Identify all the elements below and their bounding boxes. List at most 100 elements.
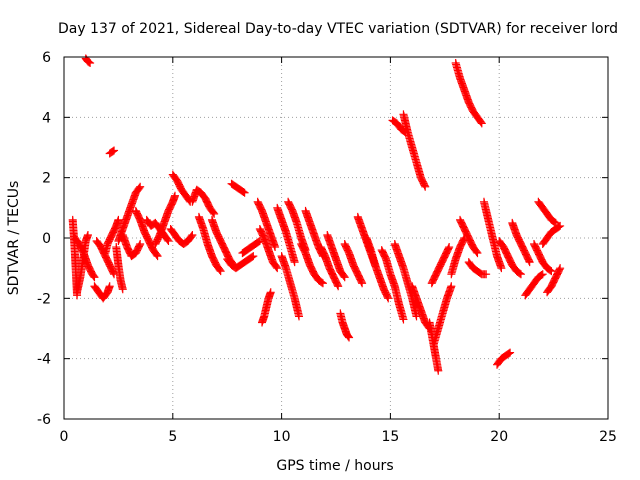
x-tick-label: 15 (381, 429, 399, 445)
data-point (384, 294, 393, 303)
data-point (515, 269, 524, 278)
series-segment-s5 (90, 282, 114, 303)
data-point (556, 264, 565, 273)
series-segment-s29 (297, 240, 327, 288)
data-point (516, 270, 525, 279)
series-segment-s47 (456, 215, 482, 258)
data-point (357, 277, 366, 286)
series-segment-s43 (427, 243, 454, 288)
series-segment-s9 (112, 243, 127, 294)
y-tick-label: 0 (42, 231, 51, 247)
data-point (118, 285, 127, 294)
series-segment-s52 (508, 218, 534, 267)
series-segment-s40 (390, 240, 421, 321)
data-point (89, 271, 98, 280)
series-segment-s23 (253, 197, 280, 252)
series-segment-s7 (105, 146, 119, 158)
x-tick-label: 5 (168, 429, 177, 445)
axis-ticks (63, 56, 609, 420)
x-tick-label: 0 (60, 429, 69, 445)
data-point (482, 270, 491, 279)
series-segment-s56 (538, 221, 565, 249)
data-point (273, 264, 282, 273)
series-segment-s34 (340, 240, 367, 288)
data-point (445, 243, 454, 252)
data-point (318, 279, 327, 288)
data-point (135, 241, 144, 250)
x-tick-label: 20 (490, 429, 508, 445)
data-point (136, 182, 145, 191)
data-point (504, 349, 513, 358)
data-point (477, 119, 486, 128)
series-segment-s44 (429, 282, 456, 348)
data-point (343, 331, 352, 340)
data-point (358, 279, 367, 288)
series-segment-s41 (408, 282, 434, 333)
data-point (383, 293, 392, 302)
data-point (188, 230, 197, 239)
data-point (164, 237, 173, 246)
series-segment-s32 (323, 230, 349, 282)
data-point (152, 250, 161, 259)
series-segment-s53 (521, 270, 547, 300)
data-point (187, 232, 196, 241)
y-tick-label: 4 (42, 110, 51, 126)
data-point (266, 288, 275, 297)
data-point (546, 266, 555, 275)
series-segment-s36 (362, 234, 393, 303)
series-segment-s54 (530, 240, 556, 276)
series-segment-s33 (336, 309, 354, 342)
data-point (271, 243, 280, 252)
series-segment-s20 (227, 179, 249, 197)
data-point (550, 218, 559, 227)
data-point (434, 366, 443, 375)
series-segment-s16 (166, 224, 197, 249)
series-segment-s12 (131, 206, 162, 261)
data-point (110, 146, 119, 155)
data-point (83, 230, 92, 239)
data-point (556, 221, 565, 230)
data-point (444, 244, 453, 253)
data-point (136, 240, 145, 249)
data-point (170, 191, 179, 200)
data-point (254, 237, 263, 246)
data-point (340, 273, 349, 282)
data-point (345, 333, 354, 342)
data-point (153, 252, 162, 261)
data-point (107, 148, 116, 157)
series-segment-s51 (495, 237, 525, 279)
x-tick-label: 25 (599, 429, 617, 445)
data-point (525, 256, 534, 265)
data-point (525, 258, 534, 267)
data-point (105, 282, 114, 291)
series-segment-s8 (101, 215, 123, 258)
series-segment-s11 (118, 230, 145, 261)
series-segment-s22 (238, 237, 264, 258)
data-point (89, 272, 98, 281)
data-point (209, 208, 218, 217)
data-point (290, 258, 299, 267)
data-point (317, 278, 326, 287)
series-segment-s48 (464, 258, 491, 279)
series-segment-s57 (543, 264, 565, 297)
data-point (447, 282, 456, 291)
series-segment-s49 (479, 197, 506, 273)
data-point (420, 181, 429, 190)
series-segment-s46 (451, 59, 486, 128)
series-segment-s55 (534, 197, 560, 227)
data-point (163, 235, 172, 244)
data-point (476, 118, 485, 127)
data-point (412, 312, 421, 321)
axis-tick-labels: 0 5 10 15 20 25 -6 -4 -2 0 2 4 6 (37, 50, 617, 445)
series-segment-s4 (81, 54, 95, 68)
series-segment-s24 (255, 224, 282, 273)
data-point (538, 270, 547, 279)
series-segment-s50 (493, 348, 515, 369)
y-axis-label: SDTVAR / TECUs (6, 181, 22, 296)
series-segment-s21 (223, 252, 258, 273)
data-point (473, 249, 482, 258)
series-segment-s3 (70, 234, 99, 282)
x-axis-label: GPS time / hours (276, 458, 393, 474)
data-point (295, 312, 304, 321)
data-point (86, 59, 95, 68)
